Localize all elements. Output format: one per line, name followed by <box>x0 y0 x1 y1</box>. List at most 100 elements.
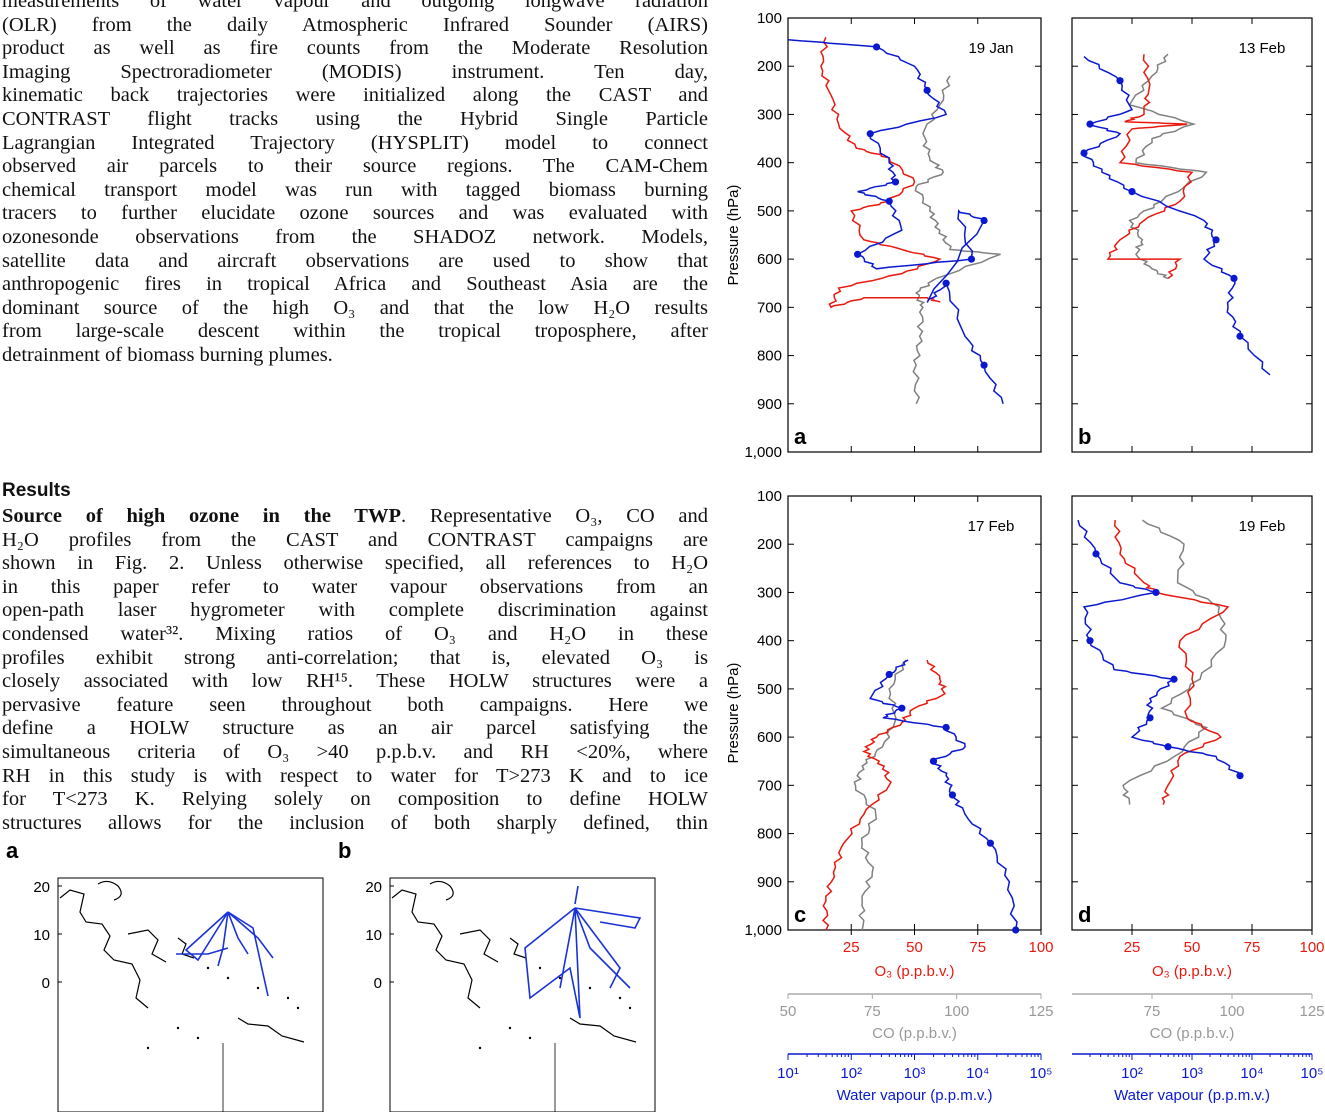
map-frame <box>389 877 656 1112</box>
map-figure: a 20 10 0 b 20 10 0 <box>6 838 656 1112</box>
y-tick-label: 300 <box>757 106 782 123</box>
wv-axis-label: Water vapour (p.p.m.v.) <box>837 1087 993 1104</box>
water-vapour-point <box>986 839 994 847</box>
island <box>508 1026 512 1030</box>
y-tick-label: 900 <box>757 874 782 891</box>
co-axis-label: CO (p.p.b.v.) <box>1150 1025 1235 1042</box>
flight-track <box>227 911 269 997</box>
panel-date: 19 Feb <box>1239 518 1286 535</box>
wv-tick-label: 10² <box>840 1065 862 1082</box>
y-tick-label: 1,000 <box>744 922 782 939</box>
results-paragraph: Source of high ozone in the TWP. Represe… <box>2 505 708 835</box>
water-vapour-point <box>967 255 976 263</box>
water-vapour-point <box>1212 236 1220 244</box>
water-vapour-point <box>942 723 950 732</box>
y-tick-label: 500 <box>757 681 782 698</box>
island <box>196 1036 200 1040</box>
wv-tick-label: 10³ <box>1181 1065 1203 1082</box>
intro-line: detrainment of biomass burning plumes. <box>2 343 333 366</box>
island <box>176 1026 180 1030</box>
series-line-co <box>912 75 1001 405</box>
water-vapour-point <box>866 130 874 138</box>
water-vapour-point <box>1116 77 1124 85</box>
water-vapour-point <box>891 178 900 186</box>
series-line-water-vapour <box>787 38 1004 405</box>
panel-date: 13 Feb <box>1239 40 1286 57</box>
o3-tick-label: 25 <box>843 939 860 956</box>
series-line-o3 <box>1106 54 1194 280</box>
y-tick-label: 400 <box>757 633 782 650</box>
profile-figure: 100 200 300 400 500 600 700 800 900 1,000 a 19 Jan b… <box>725 10 1325 1104</box>
water-vapour-point <box>872 43 881 51</box>
island <box>558 976 562 980</box>
intro-line: from large-scale descent within the trop… <box>2 320 708 343</box>
series-line-water-vapour <box>869 659 1018 931</box>
results-line: for T<273 K. Relying solely on compositi… <box>2 788 708 811</box>
o3-axis-label: O₃ (p.p.b.v.) <box>1152 963 1232 980</box>
water-vapour-point <box>885 670 893 679</box>
series-line-co <box>853 659 907 931</box>
flight-track <box>176 947 229 955</box>
island <box>588 986 592 990</box>
y-tick-label: 800 <box>757 826 782 843</box>
water-vapour-point <box>929 757 938 765</box>
intro-line: dominant source of the high O₃ and that … <box>2 296 708 319</box>
flight-track <box>574 907 621 989</box>
map-y-tick-label: 20 <box>33 879 50 896</box>
panel-letter: b <box>1078 424 1091 449</box>
series-line-o3 <box>1113 520 1230 805</box>
wv-axis-label: Water vapour (p.p.m.v.) <box>1114 1087 1270 1104</box>
co-tick-label: 50 <box>780 1003 797 1020</box>
water-vapour-point <box>885 197 893 205</box>
map-panel-letter: b <box>338 838 351 863</box>
map-panel-letter: a <box>6 838 19 863</box>
water-vapour-point <box>942 279 950 287</box>
map-y-tick-label: 10 <box>33 927 50 944</box>
results-line: in this paper refer to water vapour obse… <box>2 575 708 598</box>
results-subheading: Source of high ozone in the TWP <box>2 505 402 527</box>
island <box>256 986 260 990</box>
o3-tick-label: 75 <box>1244 939 1261 956</box>
water-vapour-point <box>1080 149 1088 157</box>
map-y-tick-label: 10 <box>365 927 382 944</box>
panel-letter: c <box>794 902 806 927</box>
profile-panel-c: 100 200 300 400 500 600 700 800 900 1,000 c 17 Feb <box>744 488 1042 939</box>
wv-tick-label: 10² <box>1121 1065 1143 1082</box>
water-vapour-point <box>1092 550 1100 558</box>
island <box>528 1036 532 1040</box>
y-tick-label: 200 <box>757 58 782 75</box>
wv-tick-label: 10⁵ <box>1030 1065 1053 1082</box>
y-tick-label: 300 <box>757 584 782 601</box>
intro-line: satellite data and aircraft observations… <box>2 249 708 272</box>
co-axis-label: CO (p.p.b.v.) <box>872 1025 957 1042</box>
flight-track <box>184 911 229 967</box>
island <box>296 1006 300 1010</box>
island <box>226 976 230 980</box>
y-tick-label: 700 <box>757 299 782 316</box>
y-tick-label: 1,000 <box>744 444 782 461</box>
map-panel-a: a 20 10 0 <box>6 838 324 1112</box>
intro-line: observed air parcels to their source reg… <box>2 155 708 178</box>
water-vapour-point <box>1152 588 1160 597</box>
o3-tick-label: 75 <box>969 939 986 956</box>
o3-tick-label: 50 <box>1184 939 1201 956</box>
island <box>206 966 210 970</box>
panel-frame <box>787 495 1042 931</box>
y-axis-label: Pressure (hPa) <box>725 663 742 764</box>
water-vapour-point <box>898 704 906 712</box>
results-line: simultaneous criteria of O₃ >40 p.p.b.v.… <box>2 740 708 763</box>
island <box>286 996 290 1000</box>
water-vapour-point <box>1012 926 1020 934</box>
results-line: pervasive feature seen throughout both c… <box>2 693 708 716</box>
bottom-axes: 25 50 75 100 O₃ (p.p.b.v.) 75 100 125 CO (p.p.b.… <box>1072 930 1325 1104</box>
map-y-tick-label: 20 <box>365 879 382 896</box>
water-vapour-point <box>980 361 988 369</box>
o3-axis-label: O₃ (p.p.b.v.) <box>874 963 954 980</box>
series-line-o3 <box>821 659 947 931</box>
island <box>146 1046 150 1050</box>
results-line: shown in Fig. 2. Unless otherwise specif… <box>2 552 708 575</box>
water-vapour-point <box>1128 188 1136 196</box>
water-vapour-point <box>980 216 988 225</box>
co-tick-label: 100 <box>1219 1003 1244 1020</box>
intro-paragraph: measurements of water vapour and outgoin… <box>2 0 708 368</box>
